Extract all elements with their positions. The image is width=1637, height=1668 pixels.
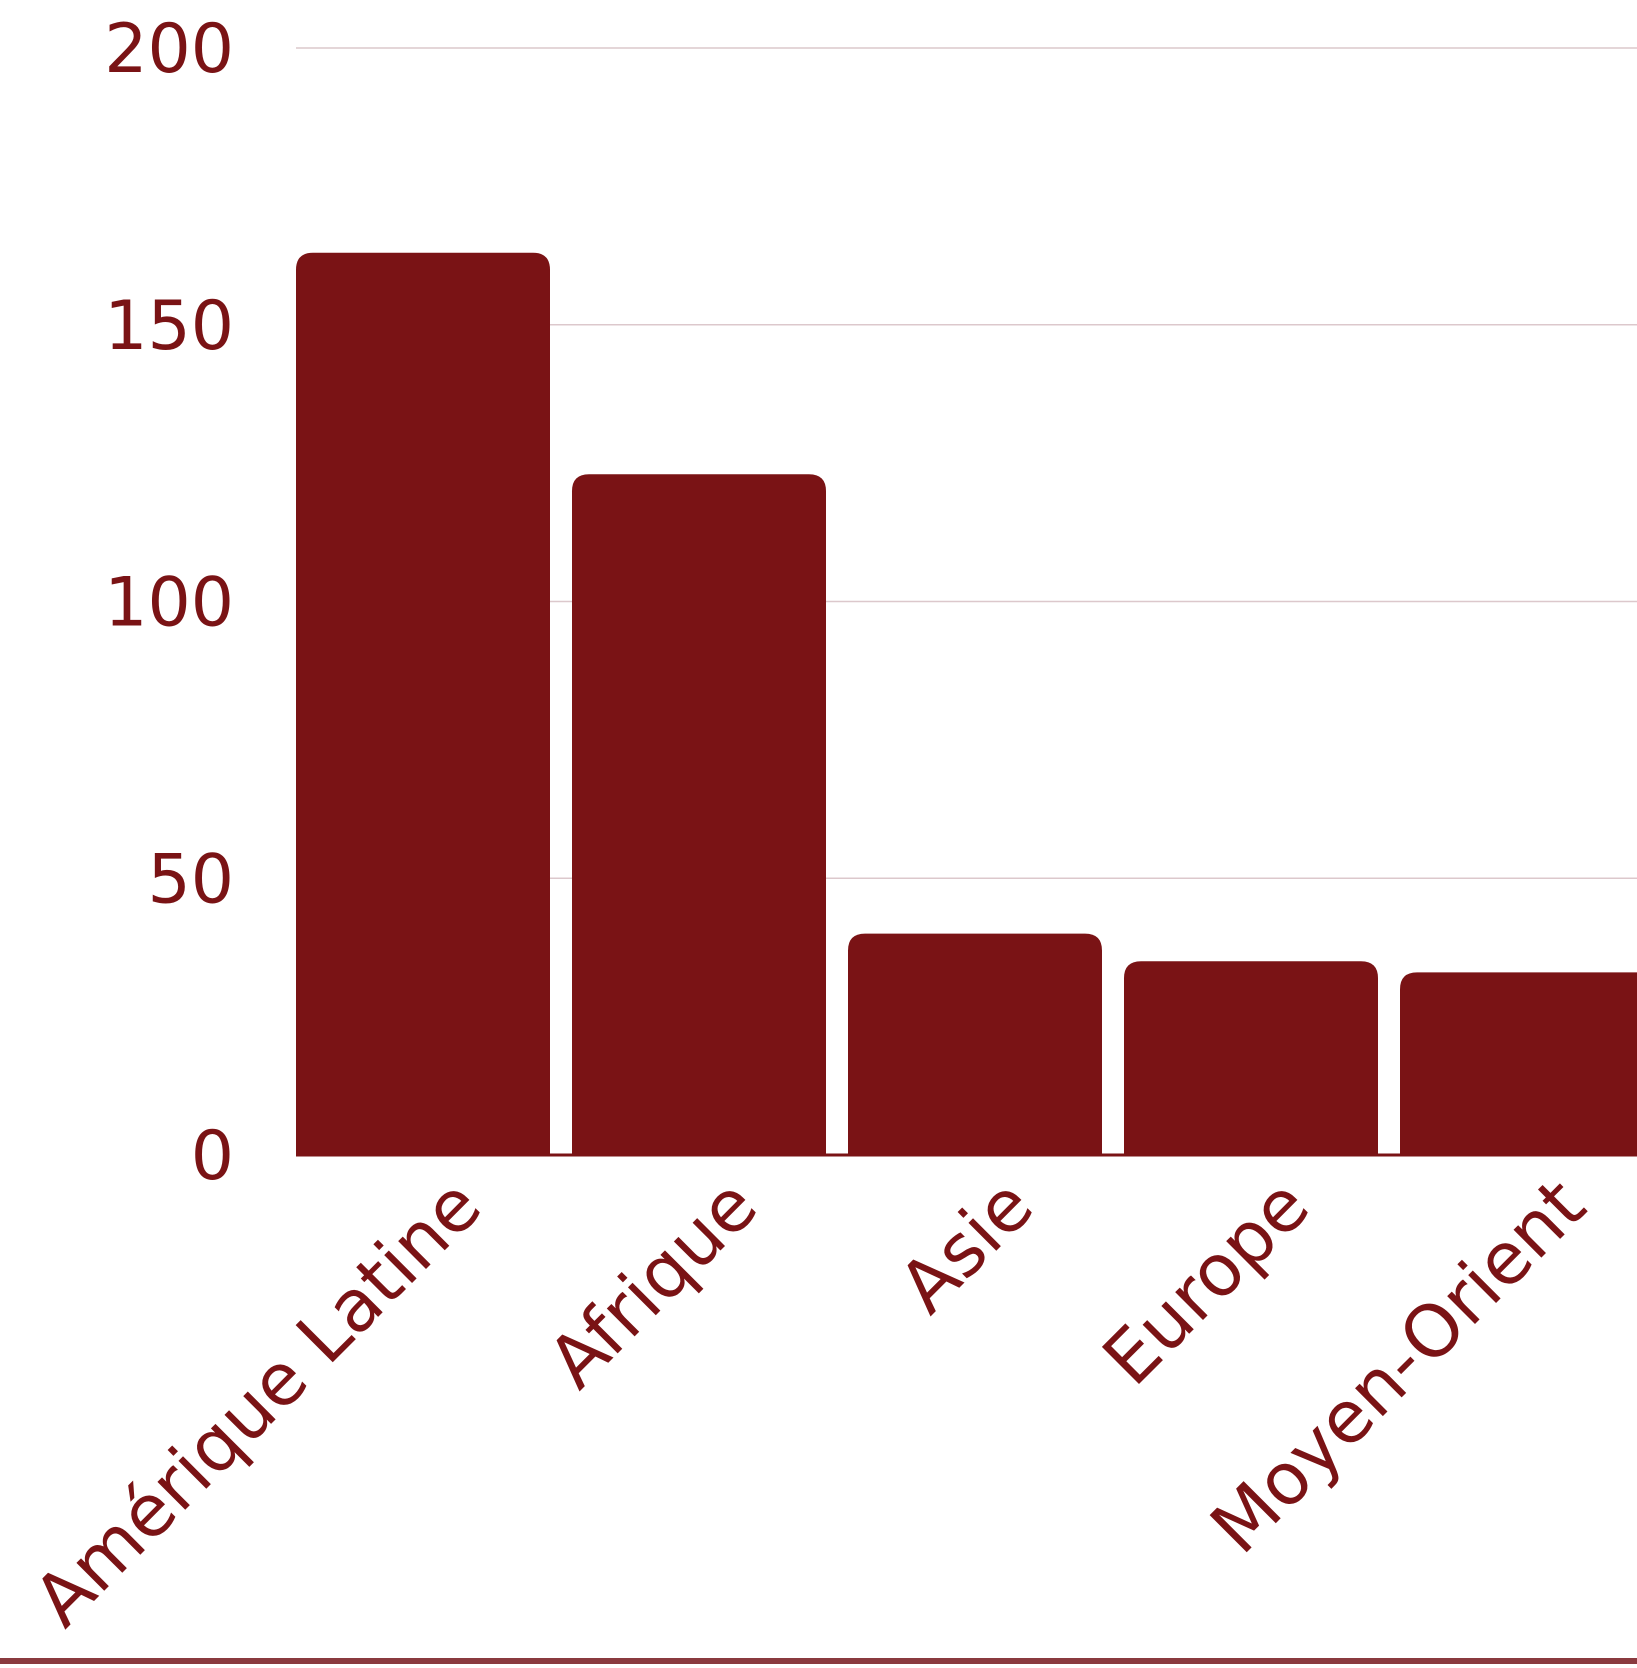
bar [296,252,550,1156]
bar [1400,972,1637,1155]
x-tick-label: Europe [1087,1163,1325,1401]
y-tick-label: 150 [104,287,234,366]
bar [1124,961,1378,1155]
bars [296,252,1637,1156]
x-tick-label: Afrique [532,1163,773,1404]
y-tick-label: 100 [104,564,234,643]
y-tick-label: 0 [191,1117,234,1196]
bottom-border-strip [0,1658,1637,1664]
x-tick-label: Asie [883,1163,1049,1329]
x-tick-label: Amérique Latine [17,1163,497,1643]
bar [572,474,826,1155]
y-tick-labels: 0 50 100 150 200 [104,10,234,1196]
y-tick-label: 200 [104,10,234,89]
bar [848,933,1102,1155]
y-tick-label: 50 [147,840,234,919]
x-tick-labels: Amérique Latine Afrique Asie EuropeMoyen-Or… [17,1163,1601,1643]
